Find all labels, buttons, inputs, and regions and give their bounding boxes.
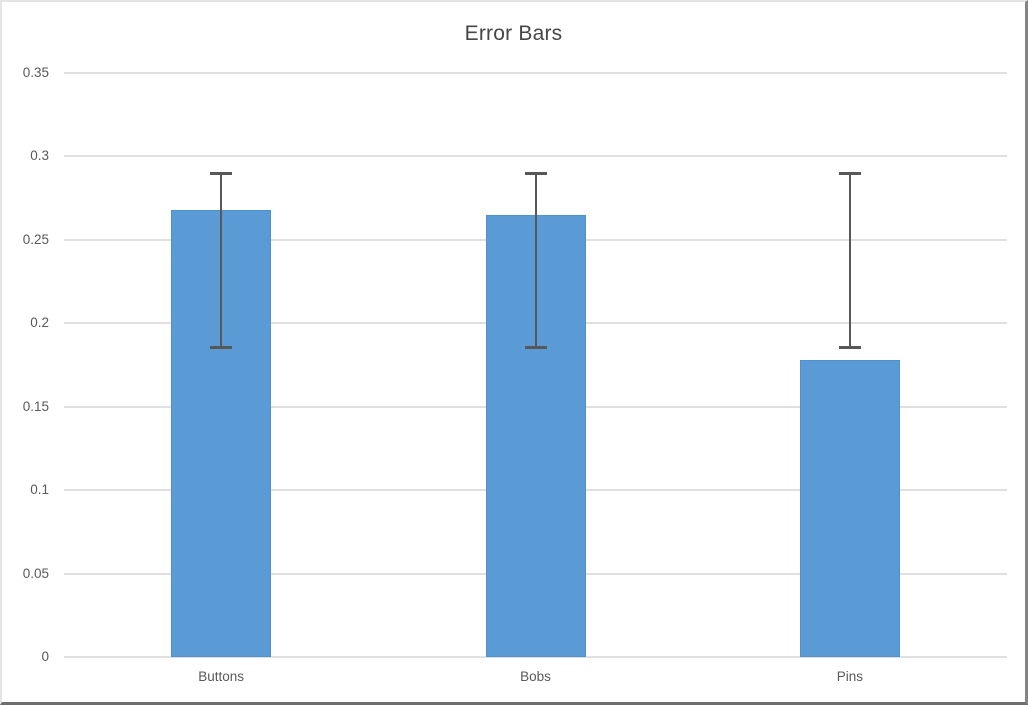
y-axis-tick-label: 0.15 xyxy=(22,398,49,414)
error-bar-cap-top-buttons xyxy=(210,172,233,176)
error-bar-cap-top-bobs xyxy=(524,172,547,176)
x-axis-label-bobs: Bobs xyxy=(520,669,551,684)
chart-title: Error Bars xyxy=(464,22,563,45)
y-axis-tick-label: 0.2 xyxy=(30,315,49,331)
y-axis-tick-label: 0.35 xyxy=(22,65,49,80)
y-axis-tick-label: 0.3 xyxy=(30,148,49,164)
y-axis-tick-label: 0.1 xyxy=(30,482,49,498)
error-bar-line-buttons xyxy=(220,173,223,349)
y-axis-tick-label: 0.25 xyxy=(22,231,49,247)
gridline-y-0.35 xyxy=(64,72,1007,74)
y-axis-tick-label: 0 xyxy=(41,649,49,664)
error-bar-line-pins xyxy=(848,173,851,349)
error-bar-cap-top-pins xyxy=(838,172,861,176)
gridline-y-0 xyxy=(64,656,1007,658)
bar-pins xyxy=(799,359,900,657)
error-bar-line-bobs xyxy=(534,173,537,349)
x-axis-label-pins: Pins xyxy=(836,669,863,684)
x-axis-label-buttons: Buttons xyxy=(198,669,245,684)
error-bar-cap-bottom-bobs xyxy=(524,346,547,350)
error-bar-cap-bottom-pins xyxy=(838,346,861,350)
y-axis-tick-label: 0.05 xyxy=(22,565,49,581)
error-bar-cap-bottom-buttons xyxy=(210,346,233,350)
gridline-y-0.3 xyxy=(64,155,1007,158)
